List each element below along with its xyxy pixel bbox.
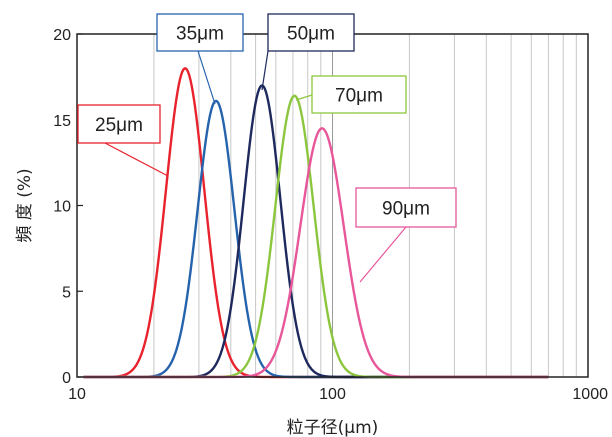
y-tick-label: 0 <box>62 370 71 387</box>
y-tick-labels: 0 5 10 15 20 <box>53 27 83 387</box>
x-axis-title: 粒子径(μm) <box>287 418 379 437</box>
leader-line-4 <box>360 227 406 282</box>
leader-line-2 <box>262 51 268 90</box>
series-label-0: 25μm <box>95 115 143 136</box>
x-tick-label: 100 <box>319 386 346 403</box>
y-tick-label: 15 <box>53 113 71 130</box>
y-tick-label: 5 <box>62 284 71 301</box>
series-label-2: 50μm <box>287 24 335 45</box>
x-tick-label: 1000 <box>572 386 608 403</box>
y-tick-label: 10 <box>53 199 71 216</box>
series-label-4: 90μm <box>382 199 430 220</box>
x-tick-labels: 10 100 1000 <box>68 386 608 403</box>
y-tick-label: 20 <box>53 27 71 44</box>
series-labels: 25μm 35μm 50μm 70μm 90μm <box>78 14 456 227</box>
series-label-1: 35μm <box>176 24 224 45</box>
y-axis-title: 頻 度 (%) <box>15 168 35 242</box>
leader-line-0 <box>105 143 168 176</box>
leader-line-3 <box>296 95 312 100</box>
series-line-4 <box>83 128 548 377</box>
series-label-3: 70μm <box>335 86 383 107</box>
y-axis-title-group: 頻 度 (%) <box>15 168 35 242</box>
leader-line-1 <box>198 51 215 104</box>
x-tick-label: 10 <box>68 386 86 403</box>
